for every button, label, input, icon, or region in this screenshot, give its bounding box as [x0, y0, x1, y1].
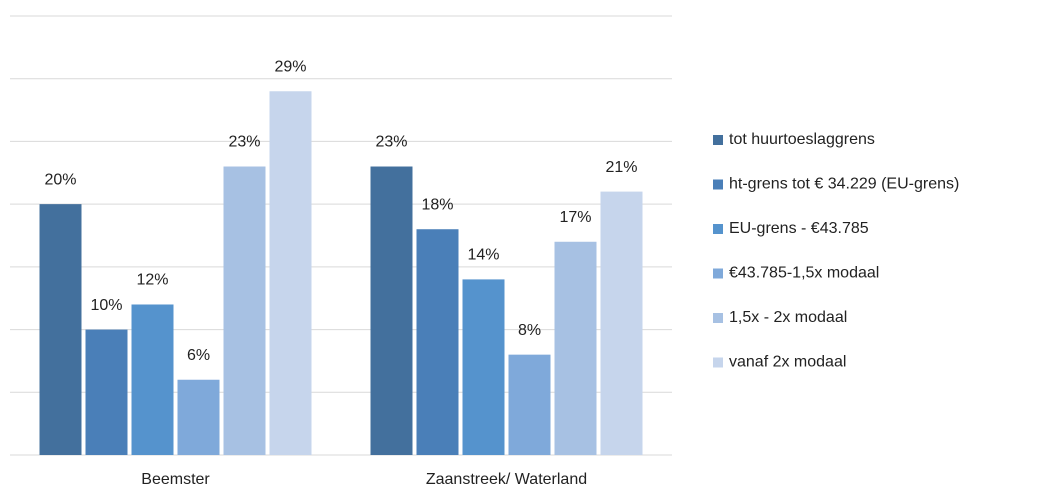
legend-swatch	[713, 268, 723, 279]
legend-label: vanaf 2x modaal	[729, 354, 846, 371]
data-label: 14%	[467, 247, 499, 264]
bar	[370, 166, 413, 455]
legend-swatch	[713, 135, 723, 145]
data-label: 23%	[375, 134, 407, 151]
legend-swatch	[713, 357, 723, 368]
data-label: 17%	[559, 209, 591, 226]
bar	[462, 279, 505, 455]
bar	[131, 304, 174, 455]
data-label: 29%	[274, 58, 306, 75]
legend-label: tot huurtoeslaggrens	[729, 131, 875, 148]
bar	[223, 166, 266, 455]
x-tick-label: Beemster	[141, 471, 210, 488]
legend-label: €43.785-1,5x modaal	[729, 265, 879, 282]
legend-swatch	[713, 313, 723, 323]
bar	[269, 91, 312, 455]
bar	[416, 229, 459, 455]
data-label: 8%	[518, 322, 541, 339]
bar	[85, 329, 128, 455]
data-label: 21%	[605, 159, 637, 176]
bar	[177, 379, 220, 455]
bar	[600, 191, 643, 455]
x-tick-label: Zaanstreek/ Waterland	[426, 471, 587, 488]
data-label: 20%	[44, 171, 76, 188]
data-label: 12%	[136, 272, 168, 289]
legend-label: 1,5x - 2x modaal	[729, 309, 847, 326]
data-label: 10%	[90, 297, 122, 314]
bar	[508, 354, 551, 455]
legend-swatch	[713, 224, 723, 234]
bar	[39, 204, 82, 455]
data-label: 18%	[421, 196, 453, 213]
data-label: 6%	[187, 347, 210, 364]
legend-swatch	[713, 179, 723, 190]
legend-label: EU-grens - €43.785	[729, 220, 869, 237]
data-label: 23%	[228, 134, 260, 151]
bar	[554, 241, 597, 455]
legend-label: ht-grens tot € 34.229 (EU-grens)	[729, 176, 959, 193]
